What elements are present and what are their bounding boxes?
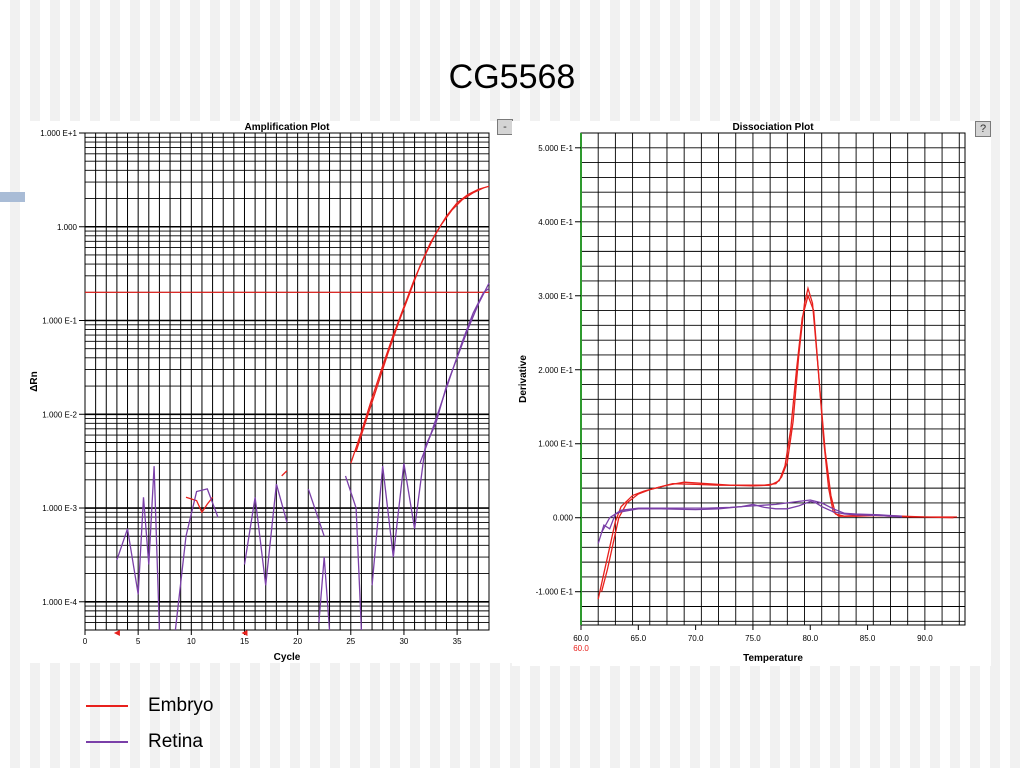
amp-x-tick-label: 15	[240, 637, 249, 646]
dis-series-retina-line	[597, 500, 903, 544]
amplification-plot-chart: 1.000 E+1 1.000 1.000 E-1 1.000 E-2 1.000 E-…	[29, 122, 490, 663]
amp-series-embryo-line	[185, 496, 214, 514]
dis-x-tick-label: 85.0	[860, 634, 876, 643]
dis-y-tick-label: 0.000	[553, 514, 574, 523]
dis-plot-area	[580, 132, 966, 626]
dis-x-tick-label: 90.0	[917, 634, 933, 643]
amp-series-embryo-line	[355, 187, 484, 452]
dis-series-embryo-line	[600, 293, 957, 592]
dis-series-retina-line	[601, 499, 903, 533]
amp-x-tick-label: 20	[293, 637, 302, 646]
amp-series-embryo-line	[281, 470, 288, 477]
dissociation-plot-panel: 5.000 E-1 4.000 E-1 3.000 E-1 2.000 E-1 1.00…	[512, 121, 991, 666]
amplification-plot-panel: 1.000 E+1 1.000 1.000 E-1 1.000 E-2 1.000 E-…	[25, 121, 512, 663]
legend-label-embryo: Embryo	[148, 695, 214, 716]
amp-y-tick-label: 1.000	[57, 223, 78, 232]
dis-x-marker-label: 60.0	[573, 644, 589, 653]
amp-x-tick-label: 30	[399, 637, 408, 646]
dis-y-tick-label: 1.000 E-1	[538, 440, 573, 449]
dis-x-tick-label: 70.0	[688, 634, 704, 643]
amp-x-tick-label: 35	[453, 637, 462, 646]
amp-x-tick-label: 25	[346, 637, 355, 646]
amp-x-axis-label: Cycle	[274, 652, 301, 663]
legend-item-embryo: Embryo	[86, 688, 213, 724]
amp-x-tick-label: 5	[136, 637, 141, 646]
amp-axis-marker	[241, 630, 248, 636]
amp-y-tick-label: 1.000 E-1	[42, 317, 77, 326]
amp-series-retina-line	[116, 466, 161, 631]
dis-y-tick-label: 5.000 E-1	[538, 144, 573, 153]
amp-y-tick-label: 1.000 E-4	[42, 598, 77, 607]
amp-series-retina-line	[419, 287, 490, 464]
amp-y-axis-label: ΔRn	[29, 371, 40, 392]
amp-y-tick-label: 1.000 E+1	[40, 129, 77, 138]
amp-series-retina-line	[307, 488, 325, 537]
amp-series-retina-line	[174, 488, 219, 631]
amp-series-retina-line	[243, 483, 288, 586]
legend-line-retina	[86, 741, 128, 743]
dis-title: Dissociation Plot	[732, 122, 814, 133]
dissociation-help-button[interactable]: ?	[975, 121, 991, 137]
dis-y-tick-label: -1.000 E-1	[536, 588, 574, 597]
dissociation-plot-chart: 5.000 E-1 4.000 E-1 3.000 E-1 2.000 E-1 1.00…	[518, 122, 966, 664]
legend-item-retina: Retina	[86, 724, 213, 760]
amp-y-tick-label: 1.000 E-3	[42, 504, 77, 513]
dis-series-embryo-line	[597, 285, 954, 600]
amp-series-retina-line	[344, 475, 363, 631]
amp-x-tick-label: 0	[83, 637, 88, 646]
amp-x-tick-label: 10	[187, 637, 196, 646]
amplification-help-button[interactable]: -	[497, 119, 513, 135]
dis-x-tick-label: 80.0	[802, 634, 818, 643]
dis-x-tick-label: 75.0	[745, 634, 761, 643]
dis-x-axis-label: Temperature	[743, 653, 803, 664]
dis-y-tick-label: 4.000 E-1	[538, 218, 573, 227]
dis-y-axis-label: Derivative	[518, 355, 529, 403]
amp-y-tick-label: 1.000 E-2	[42, 410, 77, 419]
legend-line-embryo	[86, 705, 128, 707]
amp-axis-marker	[113, 630, 120, 636]
amp-series-retina-line	[318, 556, 331, 631]
accent-bar	[0, 192, 28, 202]
dis-x-tick-label: 65.0	[631, 634, 647, 643]
legend: Embryo Retina	[86, 688, 213, 760]
dis-y-tick-label: 3.000 E-1	[538, 292, 573, 301]
dis-y-tick-label: 2.000 E-1	[538, 366, 573, 375]
amp-title: Amplification Plot	[245, 122, 331, 133]
dis-x-tick-label: 60.0	[573, 634, 589, 643]
legend-label-retina: Retina	[148, 731, 203, 752]
slide-title: CG5568	[448, 58, 576, 96]
